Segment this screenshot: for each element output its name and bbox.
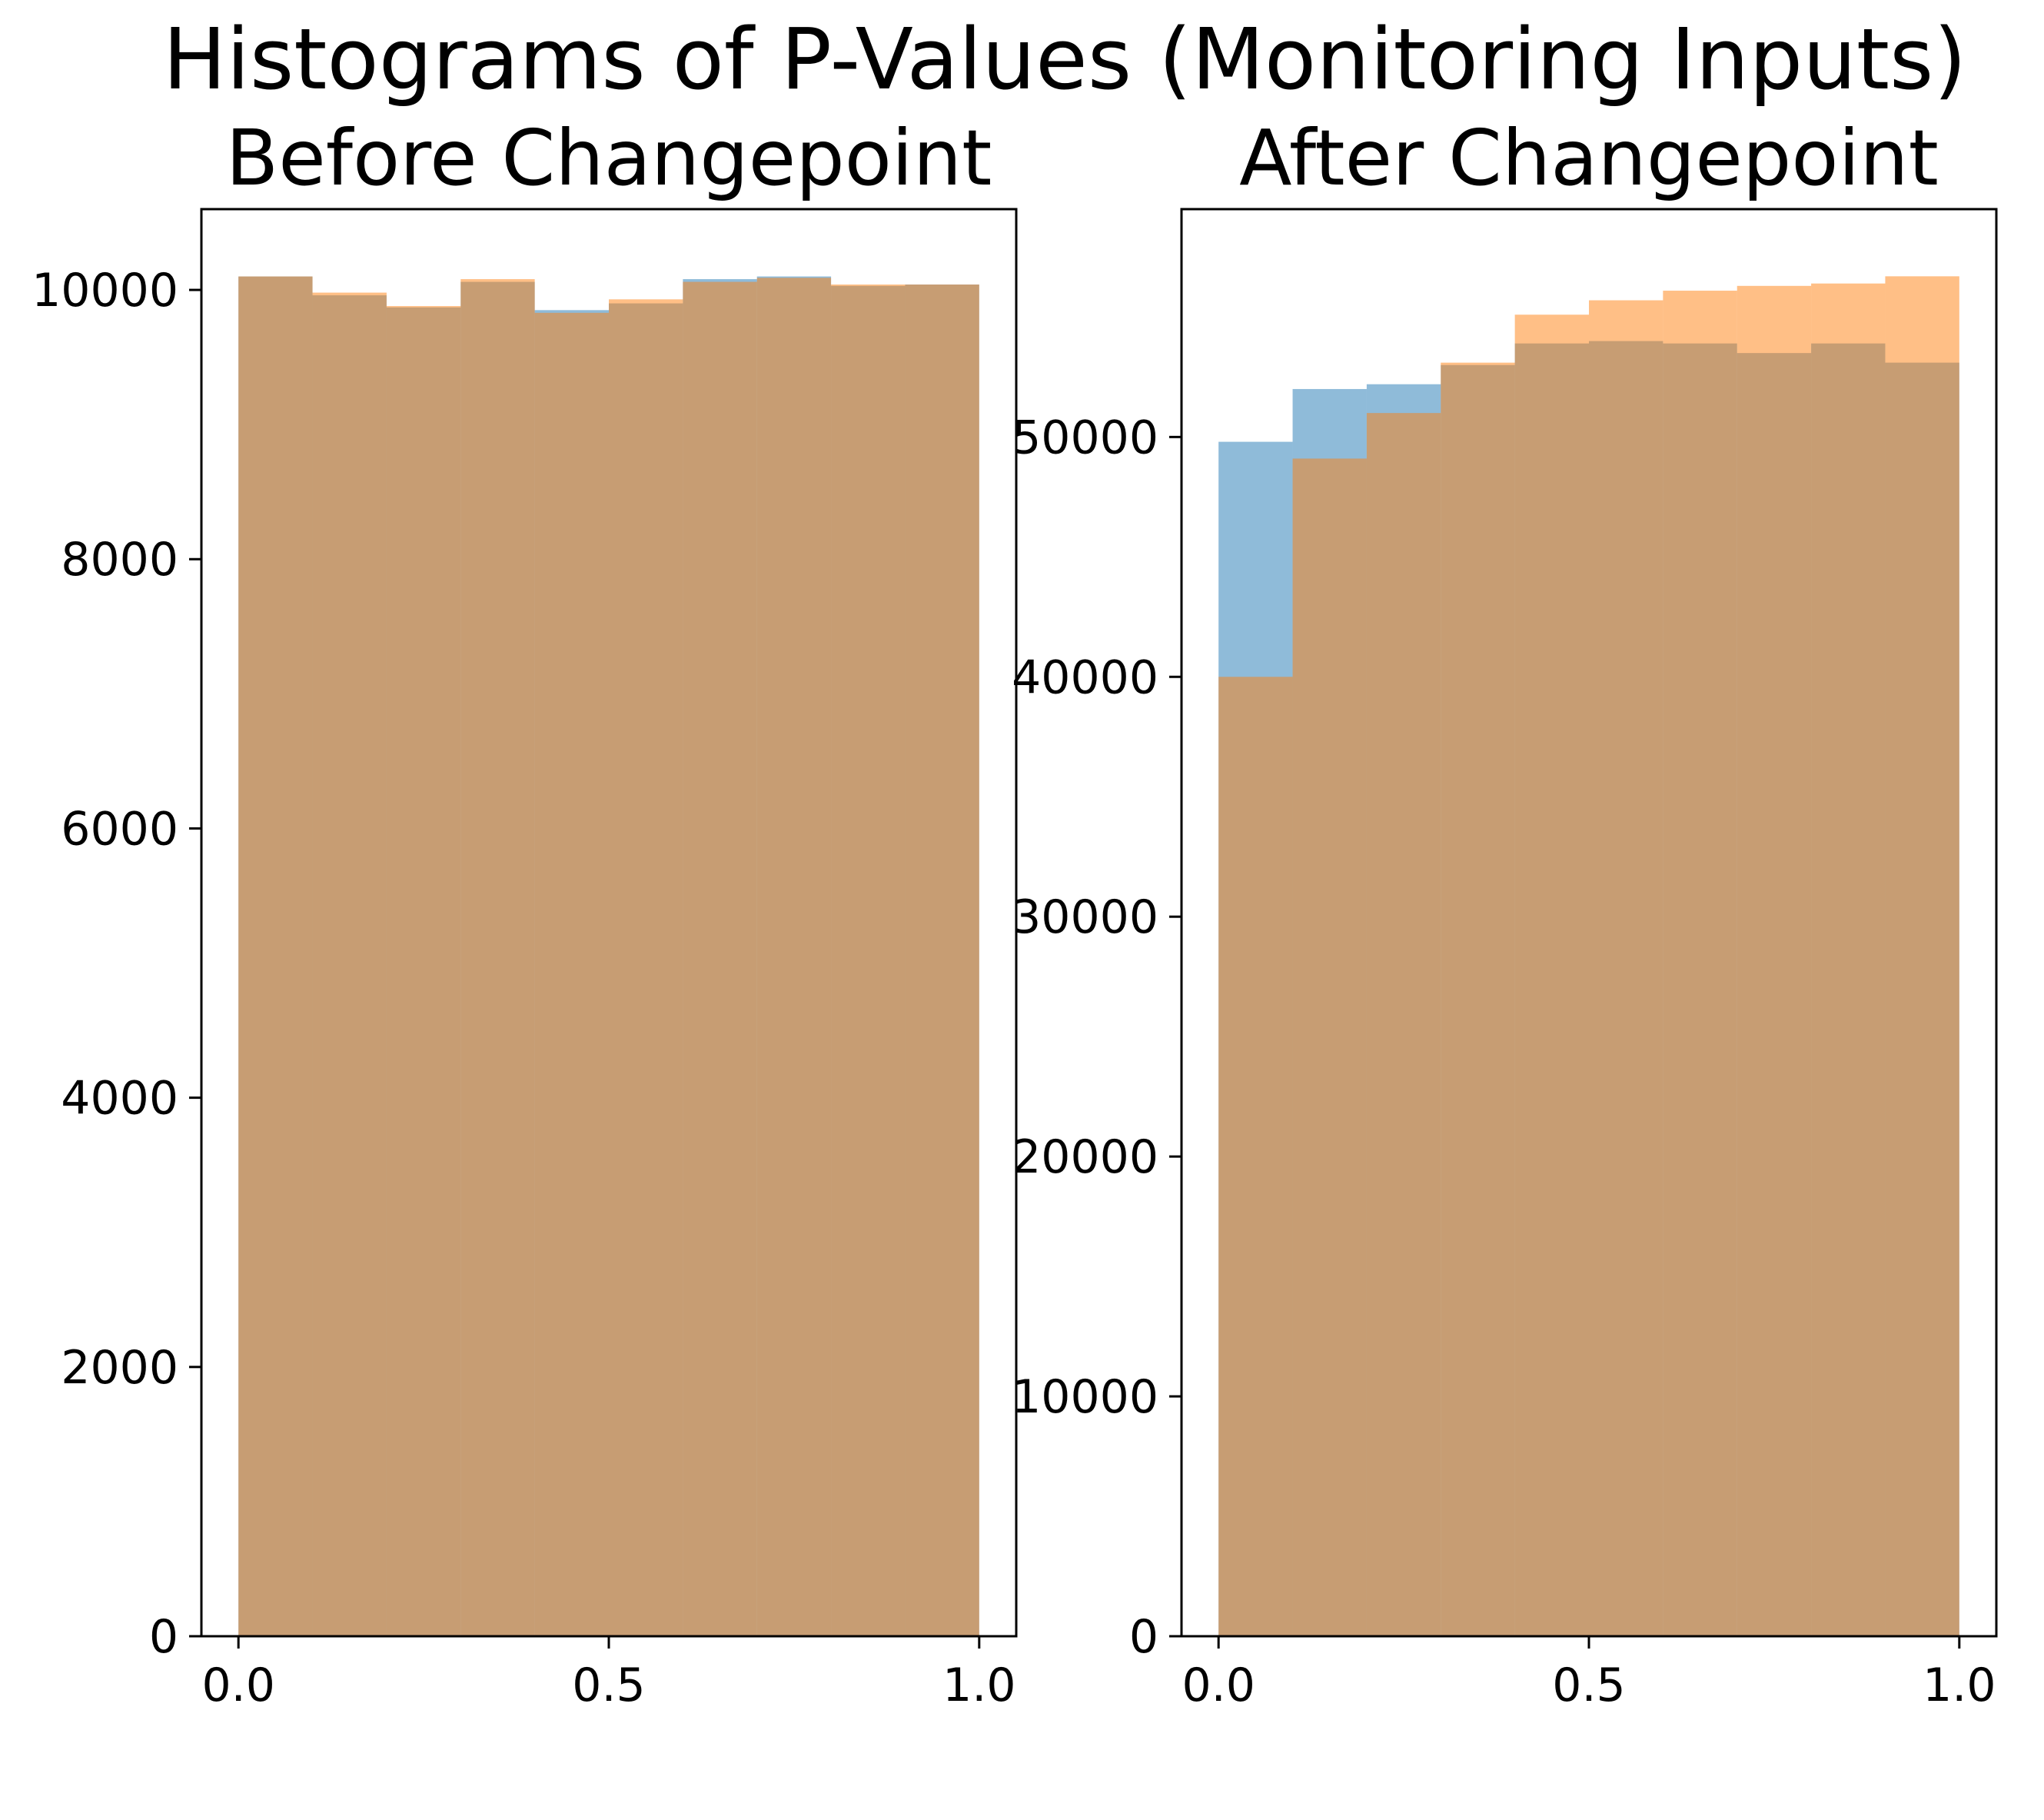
- before-x-tick-label: 0.0: [201, 1659, 274, 1712]
- before-series-1-bar-4: [534, 312, 609, 1636]
- before-series-1-bar-7: [756, 278, 832, 1637]
- before-series-1-bar-3: [460, 279, 535, 1636]
- before-series-1-bar-2: [386, 306, 461, 1637]
- after-x-tick-label: 1.0: [1923, 1659, 1996, 1712]
- after-y-tick-label: 20000: [1012, 1130, 1158, 1184]
- after-y-tick-label: 40000: [1012, 650, 1158, 704]
- after-series-1-bar-6: [1663, 291, 1737, 1636]
- before-y-tick-label: 2000: [61, 1341, 178, 1395]
- before-subplot-title: Before Changepoint: [226, 113, 992, 203]
- after-series-1-bar-4: [1514, 314, 1589, 1636]
- before-y-tick-label: 6000: [61, 802, 178, 856]
- before-y-tick-label: 4000: [61, 1072, 178, 1126]
- after-subplot-title: After Changepoint: [1239, 113, 1939, 203]
- before-y-tick-label: 0: [149, 1610, 178, 1664]
- histogram-after-changepoint: After Changepoint 0.0 0.5 1.0 0 10000 20000 300…: [1012, 113, 1998, 1712]
- after-series-1-bar-2: [1366, 413, 1441, 1637]
- figure-title: Histograms of P-Values (Monitoring Input…: [163, 10, 1967, 108]
- before-x-tick-label: 1.0: [942, 1659, 1015, 1712]
- after-series-1-bar-1: [1292, 458, 1367, 1636]
- before-series-1-bar-5: [609, 299, 683, 1636]
- after-y-tick-label: 30000: [1012, 890, 1158, 944]
- after-series-1-bar-3: [1441, 362, 1515, 1636]
- after-series-1-bar-9: [1885, 276, 1959, 1636]
- after-series-1-bar-5: [1589, 300, 1663, 1637]
- before-series-1-bar-9: [905, 284, 979, 1636]
- before-y-tick-label: 10000: [32, 264, 178, 318]
- before-series-1-bar-6: [683, 281, 757, 1637]
- after-y-tick-label: 50000: [1012, 411, 1158, 464]
- after-x-tick-label: 0.5: [1552, 1659, 1625, 1712]
- after-y-tick-label: 10000: [1012, 1370, 1158, 1424]
- after-series-1-bar-8: [1811, 283, 1886, 1636]
- before-x-tick-label: 0.5: [572, 1659, 645, 1712]
- histogram-before-changepoint: Before Changepoint 0.0 0.5 1.0 0 2000 4000 6000…: [32, 113, 1018, 1712]
- after-x-tick-label: 0.0: [1182, 1659, 1255, 1712]
- after-series-1-bar-0: [1218, 677, 1293, 1636]
- after-y-tick-label: 0: [1129, 1610, 1158, 1664]
- before-series-1-bar-8: [831, 284, 906, 1636]
- before-y-tick-label: 8000: [61, 533, 178, 587]
- before-series-1-bar-0: [238, 276, 313, 1637]
- before-series-1-bar-1: [312, 292, 387, 1637]
- after-series-1-bar-7: [1737, 285, 1812, 1636]
